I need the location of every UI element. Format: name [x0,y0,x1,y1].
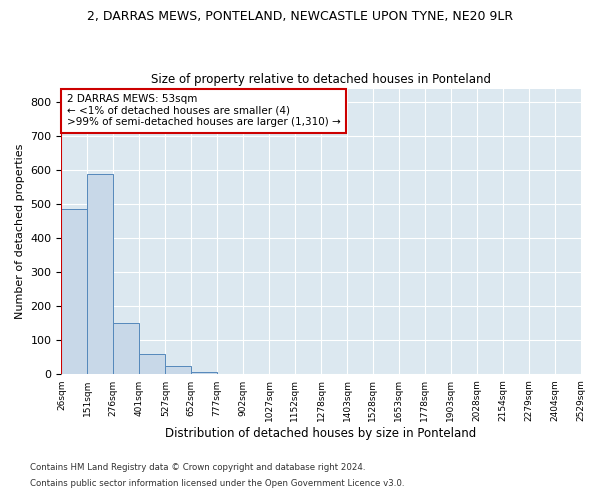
Text: Contains public sector information licensed under the Open Government Licence v3: Contains public sector information licen… [30,478,404,488]
Bar [139,354,166,374]
Text: Contains HM Land Registry data © Crown copyright and database right 2024.: Contains HM Land Registry data © Crown c… [30,464,365,472]
Title: Size of property relative to detached houses in Ponteland: Size of property relative to detached ho… [151,73,491,86]
Bar [191,372,217,374]
Bar [113,324,139,374]
Bar [166,366,191,374]
Bar [88,174,113,374]
X-axis label: Distribution of detached houses by size in Ponteland: Distribution of detached houses by size … [166,427,476,440]
Bar [61,210,88,374]
Text: 2 DARRAS MEWS: 53sqm
← <1% of detached houses are smaller (4)
>99% of semi-detac: 2 DARRAS MEWS: 53sqm ← <1% of detached h… [67,94,340,128]
Y-axis label: Number of detached properties: Number of detached properties [15,144,25,319]
Text: 2, DARRAS MEWS, PONTELAND, NEWCASTLE UPON TYNE, NE20 9LR: 2, DARRAS MEWS, PONTELAND, NEWCASTLE UPO… [87,10,513,23]
